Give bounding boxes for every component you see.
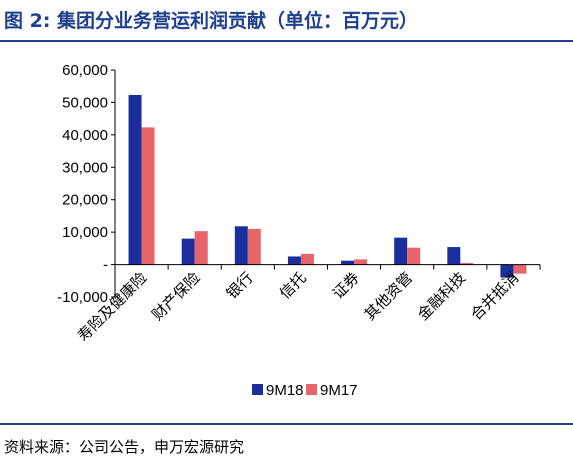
figure-title: 图 2: 集团分业务营运利润贡献（单位：百万元） [4,10,419,32]
bars [128,94,527,278]
bar-9m18-4 [341,260,355,265]
bar-9m18-1 [181,238,195,265]
footer-divider [0,423,573,425]
bar-9m18-2 [234,226,248,265]
bar-9m17-7 [513,264,527,274]
legend-swatch-9m18 [252,384,263,395]
figure-header: 图 2: 集团分业务营运利润贡献（单位：百万元） [0,0,573,42]
bar-9m17-6 [460,262,474,265]
y-tick-label: 20,000 [62,192,108,209]
bar-9m18-6 [447,247,461,265]
legend: 9M18 9M17 [252,382,358,399]
x-category-label: 合并抵消 [468,269,522,323]
bar-9m17-4 [354,259,368,265]
x-category-label: 财产保险 [149,269,203,323]
bar-9m17-2 [247,228,261,265]
bar-9m18-5 [394,237,408,265]
legend-label-9m18: 9M18 [266,382,304,399]
x-category-label: 信托 [277,269,310,302]
legend-label-9m17: 9M17 [320,382,358,399]
y-tick-label: 10,000 [62,224,108,241]
x-category-label: 寿险及健康险 [75,269,151,345]
bar-9m18-7 [500,264,514,278]
bar-9m18-3 [287,256,301,265]
x-category-label: 金融科技 [415,269,469,323]
y-tick-label: 50,000 [62,94,108,111]
x-category-label: 其他资管 [362,269,416,323]
bar-9m17-5 [407,247,421,265]
bar-9m18-0 [128,94,142,265]
y-tick-label: -10,000 [57,289,108,306]
bar-9m17-3 [300,253,314,265]
y-tick-label: - [103,257,108,274]
y-tick-label: 40,000 [62,127,108,144]
bar-9m17-0 [141,127,155,265]
y-tick-label: 60,000 [62,62,108,79]
y-tick-label: 30,000 [62,159,108,176]
x-category-label: 银行 [223,269,256,302]
x-category-label: 证券 [330,269,363,302]
source-note: 资料来源：公司公告，申万宏源研究 [4,438,245,456]
title-divider [0,40,573,42]
legend-swatch-9m17 [306,384,317,395]
y-axis: 60,000 50,000 40,000 30,000 20,000 10,000 - -10… [57,62,116,306]
bar-9m17-1 [194,231,208,265]
